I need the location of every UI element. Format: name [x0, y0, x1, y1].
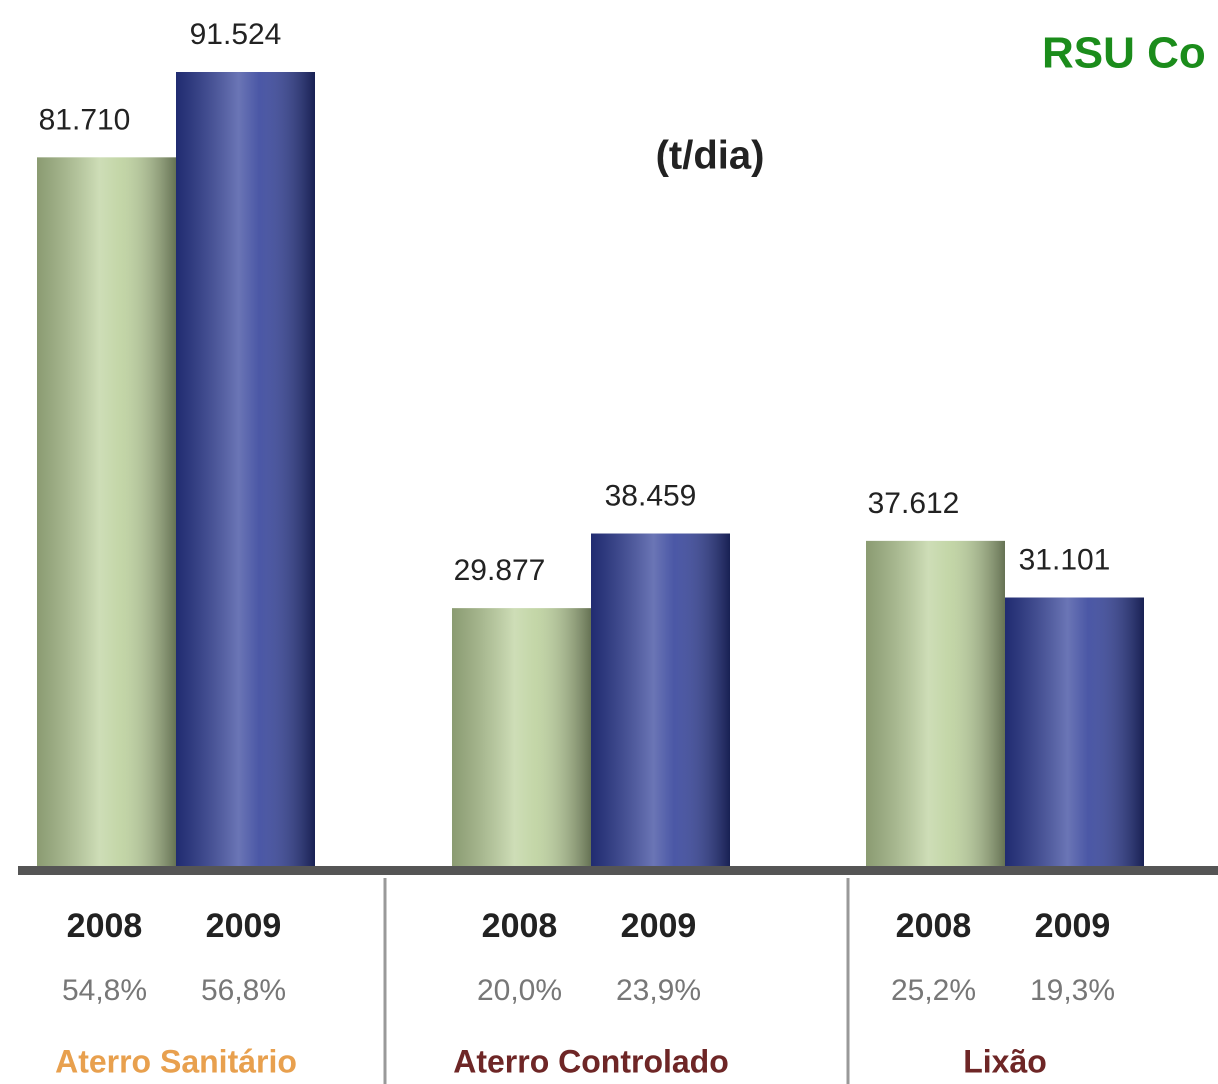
bar-shade — [452, 608, 591, 868]
value-label: 31.101 — [1019, 543, 1111, 576]
legend-label: 2009 — [206, 907, 282, 945]
percent-label: 54,8% — [62, 974, 147, 1007]
bar-shade — [1005, 597, 1144, 868]
legend-label: 2008 — [896, 907, 972, 945]
legend-label: 2008 — [67, 907, 143, 945]
chart-subtitle: (t/dia) — [656, 134, 765, 178]
percent-label: 19,3% — [1030, 974, 1115, 1007]
category-label: Aterro Sanitário — [55, 1043, 297, 1079]
category-label: Lixão — [963, 1043, 1047, 1079]
legend-label: 2008 — [482, 907, 558, 945]
value-label: 91.524 — [190, 18, 282, 51]
chart-title: RSU Co — [1042, 29, 1206, 78]
percent-label: 23,9% — [616, 974, 701, 1007]
baseline — [18, 866, 1218, 875]
value-label: 37.612 — [868, 487, 960, 520]
percent-label: 20,0% — [477, 974, 562, 1007]
bar-shade — [37, 157, 176, 868]
legend-label: 2009 — [621, 907, 697, 945]
value-label: 29.877 — [454, 554, 546, 587]
legend-label: 2009 — [1035, 907, 1111, 945]
value-label: 81.710 — [39, 103, 131, 136]
category-label: Aterro Controlado — [453, 1043, 729, 1079]
bar-shade — [176, 72, 315, 868]
percent-label: 56,8% — [201, 974, 286, 1007]
percent-label: 25,2% — [891, 974, 976, 1007]
bar-shade — [866, 540, 1005, 868]
value-label: 38.459 — [605, 479, 697, 512]
bar-shade — [591, 533, 730, 868]
